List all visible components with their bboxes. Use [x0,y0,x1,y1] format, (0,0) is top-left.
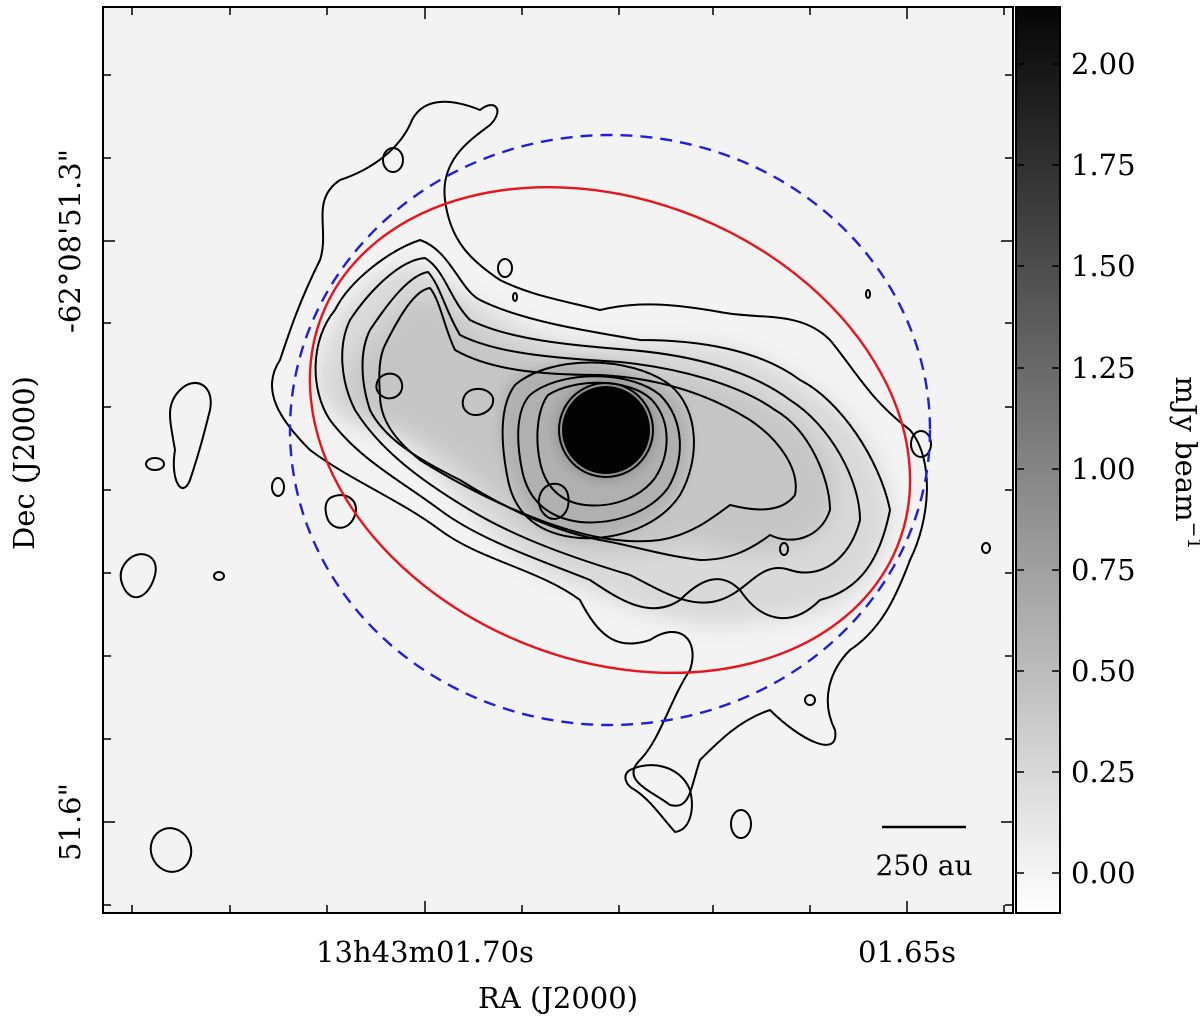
colorbar-tick-label: 0.50 [1071,654,1136,688]
colorbar-tick-label: 1.25 [1071,351,1136,385]
colorbar-tick-label: 0.75 [1071,553,1136,587]
contour-tail [624,764,693,833]
y-tick-label-2: 51.6" [53,783,87,861]
x-axis-label: RA (J2000) [478,981,638,1015]
contour-core-ring-1 [501,361,695,540]
contour-dot-9 [910,430,932,458]
y-axis-label: Dec (J2000) [7,376,41,550]
red-ellipse [308,185,912,675]
colorbar-label-main: mJy beam [1169,376,1200,521]
x-tick-label-1: 13h43m01.70s [316,935,534,969]
x-tick-label-2: 01.65s [858,935,956,969]
contour-dot-1 [145,457,165,471]
contour-dot-4 [382,147,404,173]
outer-contour [270,100,928,807]
contour-blob-mid [461,387,495,416]
contour-3 [341,257,861,604]
colorbar-tick-label: 1.75 [1071,148,1136,182]
emission-map [315,265,890,626]
model-overlays [288,133,932,727]
plot-frame [102,6,1014,914]
colorbar-label-exponent: −1 [1183,522,1200,550]
contour-dot-6 [512,292,518,302]
contour-4 [361,271,831,561]
colorbar-tick-label: 0.00 [1071,856,1136,890]
colorbar-tick-label: 1.50 [1071,249,1136,283]
colorbar-ticks [1016,63,1060,874]
contour-ring-small-a [537,482,570,520]
contour-dot-3 [271,477,285,497]
colorbar-tick-label: 2.00 [1071,47,1136,81]
colorbar [1015,6,1061,914]
contour-core-ring-3 [536,381,668,507]
blue-dashed-ellipse [288,133,932,727]
contours [119,100,991,839]
colorbar-tick-label: 1.00 [1071,452,1136,486]
contour-dot-10 [981,542,991,554]
contour-core-inner [558,382,654,478]
axis-ticks [103,7,1013,913]
y-tick-label-1: -62°08'51.3" [53,149,87,333]
contour-dot-11 [804,694,816,706]
scale-bar-label: 250 au [875,849,972,882]
contour-dot-12 [730,809,752,839]
colorbar-tick-label: 0.25 [1071,755,1136,789]
colorbar-label: mJy beam−1 [1169,376,1200,549]
contour-blob-left [375,372,404,400]
contour-2 [314,239,891,619]
contour-blob-left-low [119,553,157,599]
contour-blob-left-mid [324,494,357,529]
contour-dot-5 [497,258,513,278]
contour-core-ring-2 [517,375,681,524]
contour-dot-8 [779,542,789,556]
contour-blob-far-left [169,381,212,489]
contour-5 [378,287,797,543]
beam-ellipse [149,827,193,873]
contour-dot-2 [213,571,225,581]
contour-dot-7 [865,289,871,299]
